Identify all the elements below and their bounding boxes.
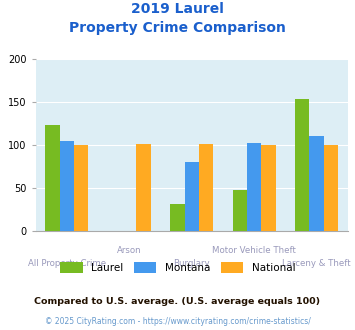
Bar [185,162,199,231]
Bar [199,144,213,231]
Bar [74,145,88,231]
Legend: Laurel, Montana, National: Laurel, Montana, National [55,258,300,277]
Text: Property Crime Comparison: Property Crime Comparison [69,21,286,35]
Bar [45,125,60,231]
Text: Burglary: Burglary [173,259,210,268]
Text: Motor Vehicle Theft: Motor Vehicle Theft [212,246,296,255]
Bar [324,145,338,231]
Bar [310,136,324,231]
Text: Compared to U.S. average. (U.S. average equals 100): Compared to U.S. average. (U.S. average … [34,297,321,306]
Bar [261,145,276,231]
Bar [247,144,261,231]
Bar [233,190,247,231]
Text: 2019 Laurel: 2019 Laurel [131,2,224,16]
Bar [295,99,310,231]
Text: Arson: Arson [117,246,142,255]
Text: © 2025 CityRating.com - https://www.cityrating.com/crime-statistics/: © 2025 CityRating.com - https://www.city… [45,317,310,326]
Bar [60,141,74,231]
Text: Larceny & Theft: Larceny & Theft [282,259,351,268]
Text: All Property Crime: All Property Crime [28,259,106,268]
Bar [136,144,151,231]
Bar [170,204,185,231]
